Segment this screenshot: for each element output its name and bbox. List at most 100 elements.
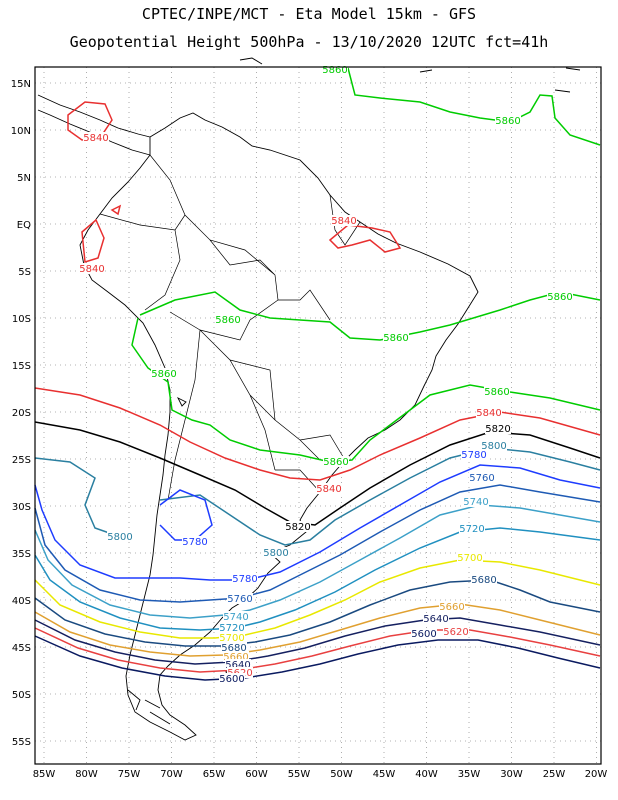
lon-tick-label: 55W <box>288 769 311 780</box>
lat-tick-label: 15N <box>11 79 31 90</box>
contour-label-bg <box>461 449 487 460</box>
contour-label-5860: 5860 <box>495 116 520 127</box>
contour-label-bg <box>411 628 437 639</box>
contour-label-bg <box>316 483 342 494</box>
contour-label-bg <box>263 547 289 558</box>
contour-label-5800: 5800 <box>107 532 132 543</box>
contour-label-bg <box>443 626 469 637</box>
contour-label-5680: 5680 <box>221 643 246 654</box>
contour-label-5780: 5780 <box>461 450 486 461</box>
contour-label-bg <box>83 132 109 143</box>
contour-label-5840: 5840 <box>79 264 104 275</box>
lat-tick-label: 10S <box>12 314 31 325</box>
lon-tick-label: 20W <box>585 769 608 780</box>
lon-tick-label: 45W <box>373 769 396 780</box>
lat-tick-label: 20S <box>12 408 31 419</box>
contour-label-5740: 5740 <box>223 612 248 623</box>
contour-5600 <box>34 635 601 681</box>
lat-tick-label: 55S <box>12 737 31 748</box>
lon-tick-label: 40W <box>415 769 438 780</box>
contour-label-bg <box>225 659 251 670</box>
contour-5840-equator-closed <box>81 204 122 263</box>
map-gridlines <box>35 67 601 764</box>
contour-label-bg <box>322 64 348 75</box>
contour-label-bg <box>457 552 483 563</box>
contour-label-5720: 5720 <box>459 524 484 535</box>
lon-tick-label: 70W <box>160 769 183 780</box>
latitude-tick-labels: 15N 10N 5N EQ 5S 10S 15S 20S 25S 30S 35S 40S 45S 50S 5… <box>11 79 31 748</box>
contour-label-bg <box>232 573 258 584</box>
contour-5640 <box>34 617 601 665</box>
contour-label-5800: 5800 <box>263 548 288 559</box>
contour-label-bg <box>439 601 465 612</box>
tierra-del-fuego <box>127 689 171 725</box>
lat-tick-label: 5N <box>17 173 31 184</box>
contour-label-5700: 5700 <box>219 633 244 644</box>
map-title-line1: CPTEC/INPE/MCT - Eta Model 15km - GFS <box>141 5 477 23</box>
lat-tick-label: 40S <box>12 596 31 607</box>
contour-5840-north-closed <box>67 101 113 141</box>
contour-label-bg <box>285 521 311 532</box>
contour-label-bg <box>423 613 449 624</box>
contour-label-5860: 5860 <box>383 333 408 344</box>
contour-label-bg <box>476 407 502 418</box>
contour-5860-north <box>347 67 601 146</box>
contour-label-5860: 5860 <box>323 457 348 468</box>
contour-5620 <box>34 627 601 673</box>
contour-label-bg <box>463 496 489 507</box>
contour-label-5620: 5620 <box>443 627 468 638</box>
lat-tick-label: 30S <box>12 502 31 513</box>
contour-label-5860: 5860 <box>547 292 572 303</box>
contour-label-5600: 5600 <box>411 629 436 640</box>
caribbean-islands <box>239 57 581 93</box>
contour-label-bg <box>227 593 253 604</box>
contour-label-bg <box>107 531 133 542</box>
contour-label-bg <box>219 673 245 684</box>
contour-labels: 5860 5860 5860 5860 5860 5860 5860 5860 5840 5840… <box>79 64 573 685</box>
contour-label-5600: 5600 <box>219 674 244 685</box>
coastlines <box>37 57 581 741</box>
lake-titicaca <box>176 396 187 407</box>
contour-5680 <box>34 579 601 647</box>
lon-tick-label: 30W <box>500 769 523 780</box>
contour-label-bg <box>481 440 507 451</box>
contour-label-bg <box>227 667 253 678</box>
lat-tick-label: 25S <box>12 455 31 466</box>
contour-label-bg <box>495 115 521 126</box>
contour-label-5700: 5700 <box>457 553 482 564</box>
contour-label-5780: 5780 <box>182 537 207 548</box>
contour-5840-north-brazil <box>328 224 402 253</box>
contour-label-5860: 5860 <box>484 387 509 398</box>
geopotential-contours <box>34 67 601 681</box>
contour-label-5840: 5840 <box>331 216 356 227</box>
contour-label-5760: 5760 <box>469 473 494 484</box>
contour-5820 <box>34 421 601 526</box>
lat-tick-label: 5S <box>18 267 31 278</box>
contour-label-bg <box>221 642 247 653</box>
contour-label-5640: 5640 <box>225 660 250 671</box>
contour-label-5720: 5720 <box>219 623 244 634</box>
contour-label-bg <box>79 263 105 274</box>
lon-tick-label: 85W <box>33 769 56 780</box>
contour-5660 <box>34 603 601 657</box>
contour-label-bg <box>331 215 357 226</box>
contour-label-5740: 5740 <box>463 497 488 508</box>
lon-tick-label: 50W <box>330 769 353 780</box>
contour-label-5860: 5860 <box>322 65 347 76</box>
contour-label-bg <box>471 574 497 585</box>
lon-tick-label: 60W <box>245 769 268 780</box>
lat-tick-label: 10N <box>11 126 31 137</box>
lon-tick-label: 65W <box>203 769 226 780</box>
contour-label-bg <box>469 472 495 483</box>
contour-label-5760: 5760 <box>227 594 252 605</box>
contour-label-5660: 5660 <box>223 652 248 663</box>
contour-label-5840: 5840 <box>316 484 341 495</box>
contour-label-5840: 5840 <box>476 408 501 419</box>
lon-tick-label: 35W <box>458 769 481 780</box>
contour-label-bg <box>383 332 409 343</box>
contour-label-5660: 5660 <box>439 602 464 613</box>
contour-label-bg <box>223 611 249 622</box>
contour-label-bg <box>484 386 510 397</box>
contour-5860-south <box>131 317 601 463</box>
